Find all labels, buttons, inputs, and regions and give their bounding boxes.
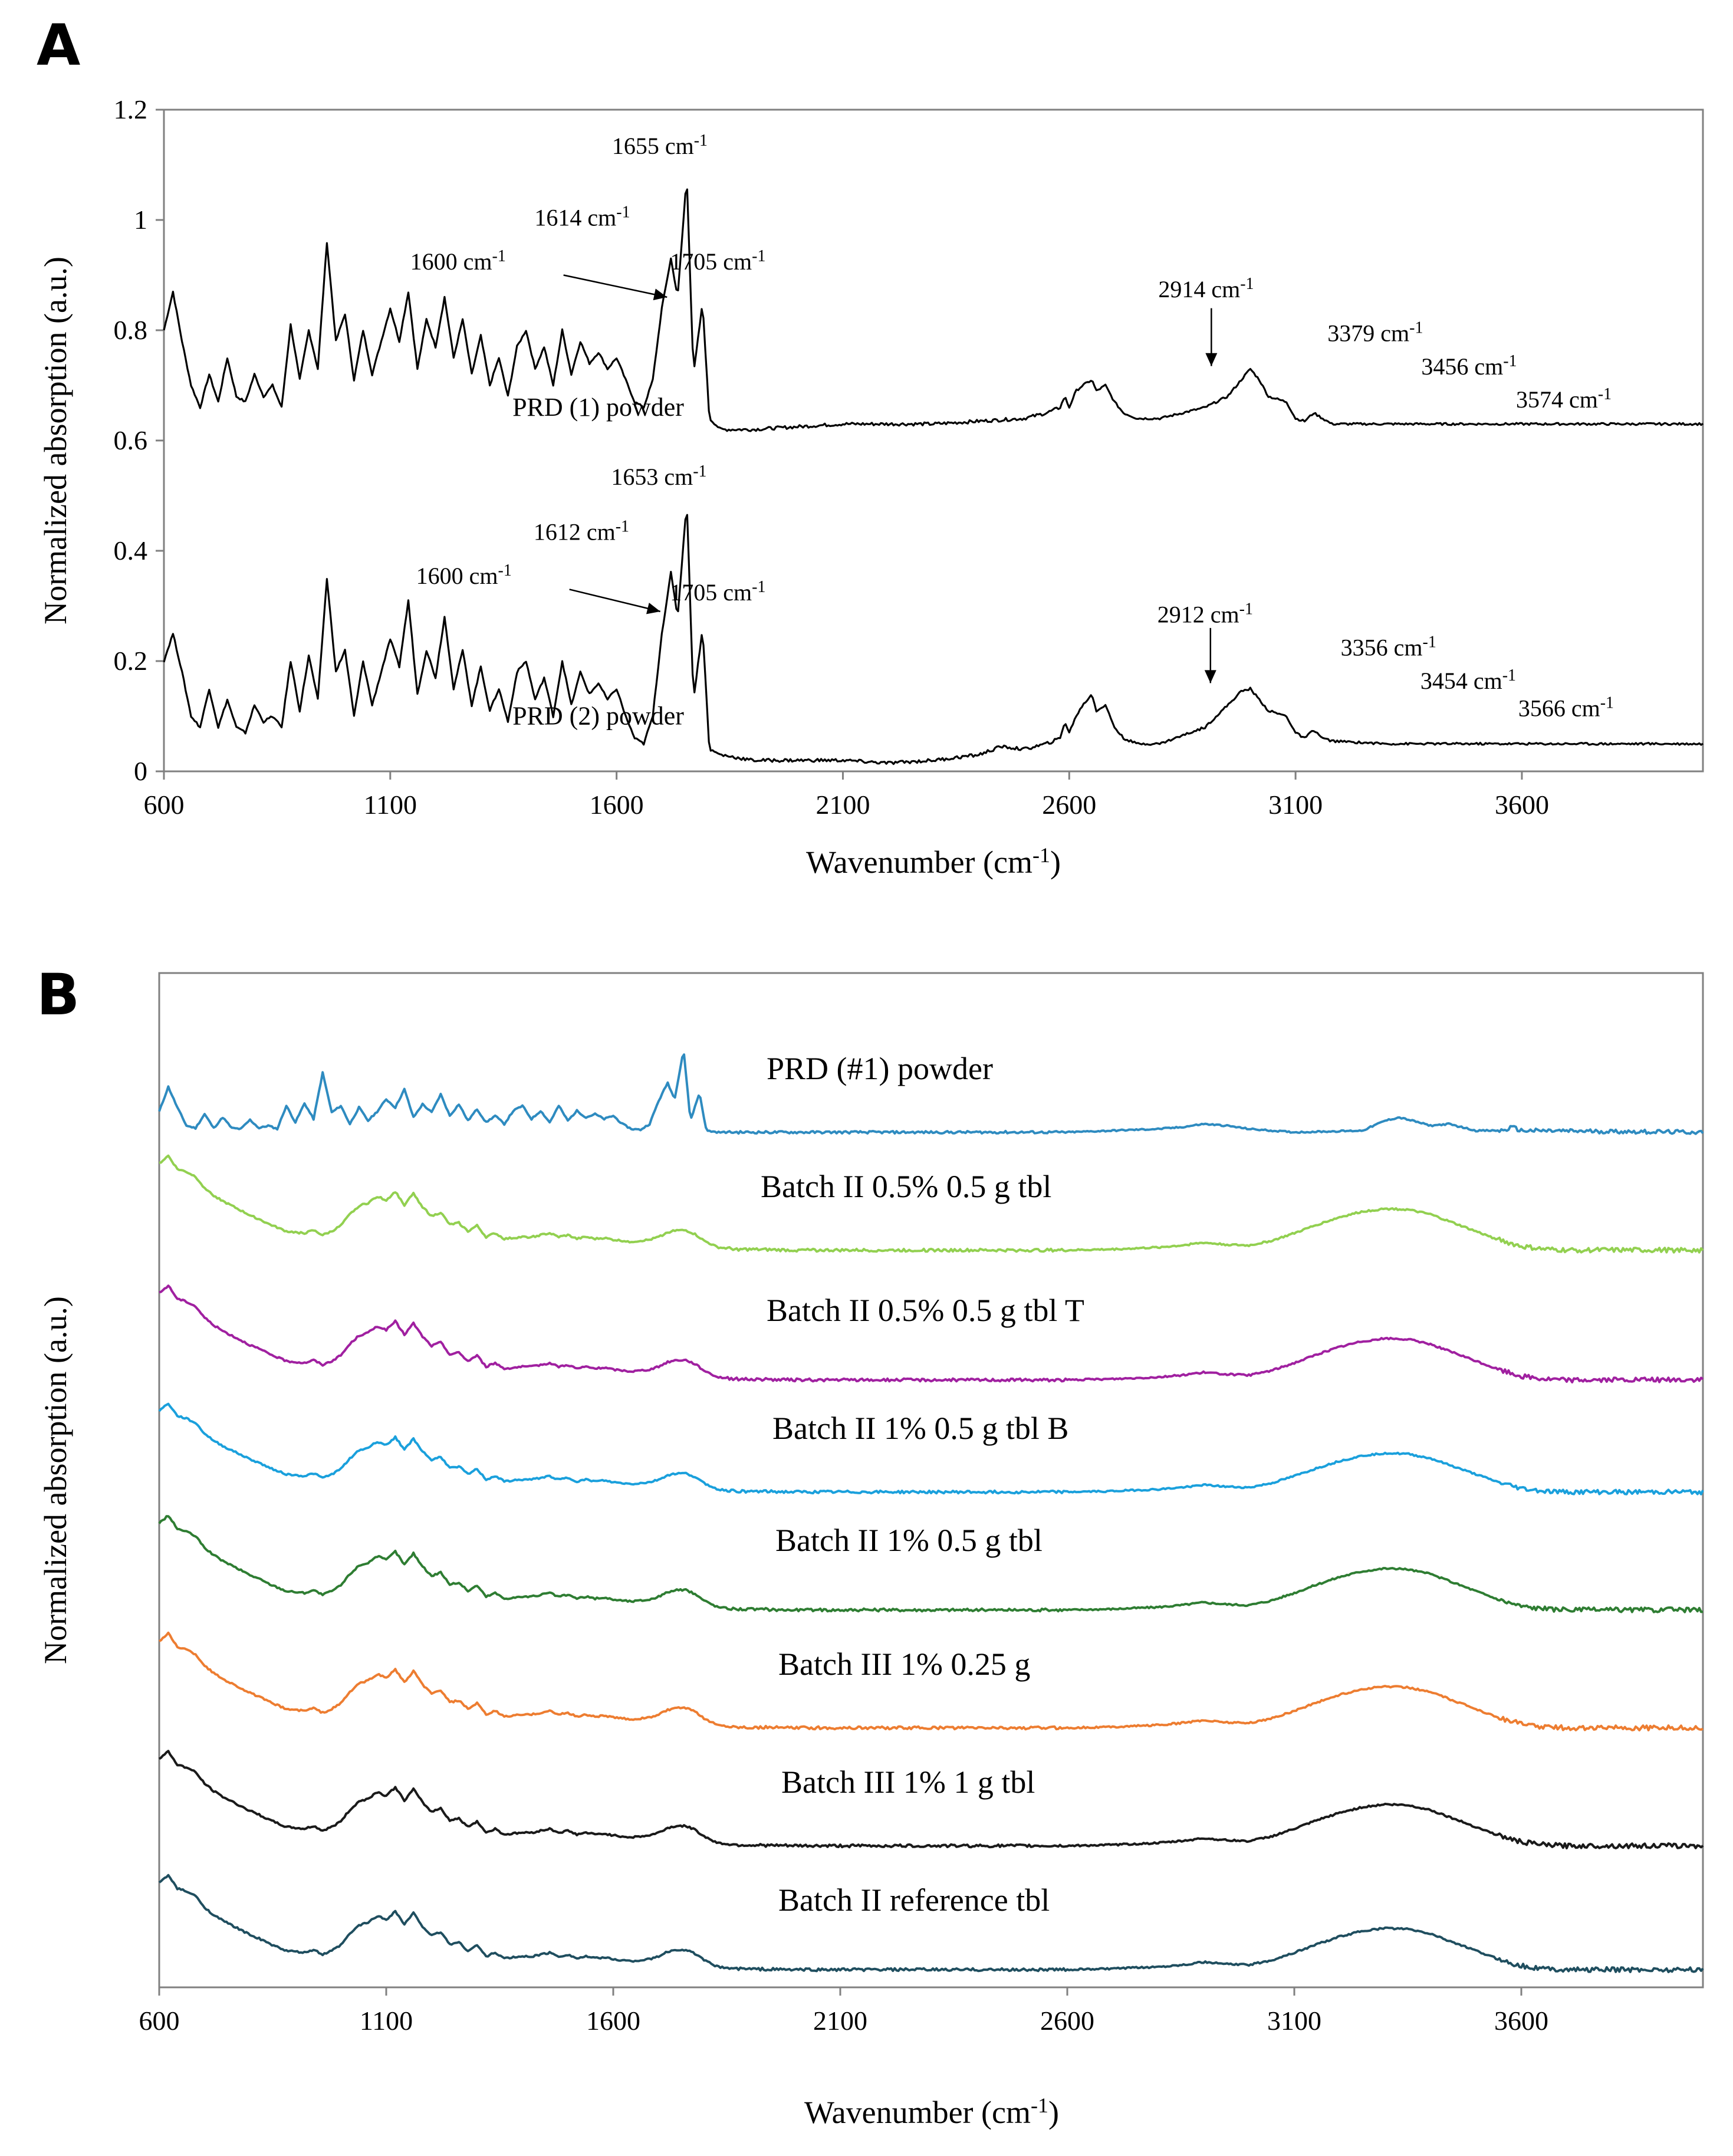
- panel-b-series-line: [158, 1874, 1704, 1973]
- panel-a-peak-annotation: 2914 cm-1: [1158, 275, 1254, 303]
- panel-a-annotation-arrow: [563, 274, 667, 298]
- panel-a-peak-annotation: 3456 cm-1: [1421, 352, 1517, 380]
- panel-label-b: B: [37, 962, 80, 1028]
- panel-a-x-tick-label: 3600: [1495, 790, 1549, 820]
- panel-a-y-axis: 0 0.2 0.4 0.6 0.8 1 1.2: [114, 94, 164, 786]
- panel-a-y-tick-label: 0.2: [114, 646, 148, 676]
- panel-a-x-tick-label: 600: [144, 790, 185, 820]
- panel-b-series-group: PRD (#1) powder Batch II 0.5% 0.5 g tbl Ba…: [158, 1051, 1704, 1973]
- panel-b-x-tick-label: 600: [139, 2006, 180, 2036]
- panel-a-peak-annotation: 1705 cm-1: [670, 578, 765, 606]
- panel-a-x-tick-label: 1100: [364, 790, 417, 820]
- panel-b-series-line: [158, 1402, 1704, 1496]
- panel-b-chart: 600 1100 1600 2100 2600 3100 3600 PRD (#1) pow…: [38, 972, 1704, 2130]
- panel-a-peak-annotation: 1614 cm-1: [534, 203, 630, 231]
- panel-b-x-tick-label: 3100: [1267, 2006, 1321, 2036]
- panel-a-y-tick-label: 0.4: [114, 535, 148, 566]
- panel-a-annotation-arrowhead: [646, 602, 660, 614]
- panel-a-y-tick-label: 0: [134, 756, 147, 786]
- panel-a-x-axis: 600 1100 1600 2100 2600 3100 3600: [144, 771, 1549, 820]
- panel-a-peak-annotation: 2912 cm-1: [1157, 600, 1253, 628]
- panel-label-a: A: [37, 12, 80, 78]
- panel-a-peak-annotation: 1653 cm-1: [611, 462, 706, 490]
- panel-a-y-axis-title: Normalized absorption (a.u.): [38, 257, 73, 625]
- panel-a-x-tick-label: 3100: [1268, 790, 1323, 820]
- panel-a-peak-annotation: 3379 cm-1: [1327, 319, 1423, 347]
- panel-a-series-line: [163, 188, 1704, 432]
- panel-b-series-label: PRD (#1) powder: [767, 1051, 993, 1086]
- panel-b-series-label: Batch II reference tbl: [778, 1882, 1050, 1918]
- panel-a-peak-annotation: 3574 cm-1: [1516, 385, 1612, 413]
- panel-b-y-axis-title: Normalized absorption (a.u.): [38, 1296, 73, 1664]
- panel-b-series-label: Batch III 1% 0.25 g: [778, 1646, 1030, 1682]
- panel-b-x-tick-label: 2100: [813, 2006, 867, 2036]
- panel-a-peak-annotation: 1655 cm-1: [612, 132, 708, 159]
- panel-a-series-label: PRD (1) powder: [512, 393, 684, 422]
- panel-a-chart: 0 0.2 0.4 0.6 0.8 1 1.2 600 1100 1600 2100 2600 310…: [38, 94, 1704, 880]
- panel-a-annotations: 1655 cm-1 1614 cm-1 1600 cm-1 1705 cm-1 2914…: [410, 132, 1614, 722]
- panel-a-peak-annotation: 1612 cm-1: [534, 517, 629, 545]
- panel-b-series-label: Batch II 1% 0.5 g tbl: [775, 1523, 1043, 1558]
- panel-b-x-axis-title: Wavenumber (cm-1): [804, 2093, 1059, 2130]
- panel-a-annotation-arrowhead: [1205, 353, 1218, 366]
- panel-a-y-tick-label: 0.8: [114, 315, 148, 345]
- panel-b-series-label: Batch III 1% 1 g tbl: [781, 1764, 1035, 1800]
- panel-a-x-tick-label: 2100: [815, 790, 870, 820]
- panel-b-x-tick-label: 1100: [360, 2006, 413, 2036]
- panel-a-x-axis-title: Wavenumber (cm-1): [806, 843, 1061, 880]
- panel-a-peak-annotation: 3356 cm-1: [1341, 633, 1436, 661]
- panel-a-peak-annotation: 1600 cm-1: [410, 247, 506, 275]
- panel-b-x-tick-label: 2600: [1040, 2006, 1094, 2036]
- panel-b-x-axis: 600 1100 1600 2100 2600 3100 3600: [139, 1987, 1548, 2036]
- panel-b-series-line: [159, 1284, 1704, 1383]
- panel-b-plot-frame: [158, 972, 1704, 1989]
- panel-b-series-line: [159, 1631, 1704, 1731]
- panel-a-annotation-arrowhead: [653, 288, 667, 301]
- panel-a-x-tick-label: 2600: [1042, 790, 1096, 820]
- panel-b-series-label: Batch II 0.5% 0.5 g tbl T: [767, 1293, 1084, 1328]
- panel-b-series-line: [158, 1750, 1704, 1849]
- panel-a-y-tick-label: 0.6: [114, 425, 148, 455]
- panel-a-annotation-arrowhead: [1204, 670, 1216, 683]
- panel-a-peak-annotation: 3454 cm-1: [1420, 666, 1516, 694]
- panel-a-peak-annotation: 1705 cm-1: [670, 247, 765, 275]
- panel-a-series-label: PRD (2) powder: [512, 702, 684, 731]
- panel-b-series-label: Batch II 1% 0.5 g tbl B: [772, 1411, 1068, 1446]
- panel-a-peak-annotation: 3566 cm-1: [1518, 694, 1614, 722]
- panel-a-y-tick-label: 1.2: [114, 94, 148, 124]
- panel-a-y-tick-label: 1: [134, 205, 147, 235]
- panel-b-x-tick-label: 1600: [586, 2006, 640, 2036]
- panel-b-series-line: [158, 1053, 1704, 1135]
- panel-a-x-tick-label: 1600: [590, 790, 644, 820]
- panel-a-peak-annotation: 1600 cm-1: [416, 561, 512, 589]
- panel-b-series-line: [158, 1515, 1704, 1613]
- panel-a-series-group: PRD (1) powder PRD (2) powder: [163, 188, 1704, 765]
- panel-a-annotation-arrow: [569, 589, 661, 613]
- panel-b-series-label: Batch II 0.5% 0.5 g tbl: [761, 1169, 1051, 1204]
- panel-b-series-line: [159, 1154, 1704, 1254]
- panel-a-series-line: [163, 514, 1704, 765]
- panel-b-x-tick-label: 3600: [1494, 2006, 1548, 2036]
